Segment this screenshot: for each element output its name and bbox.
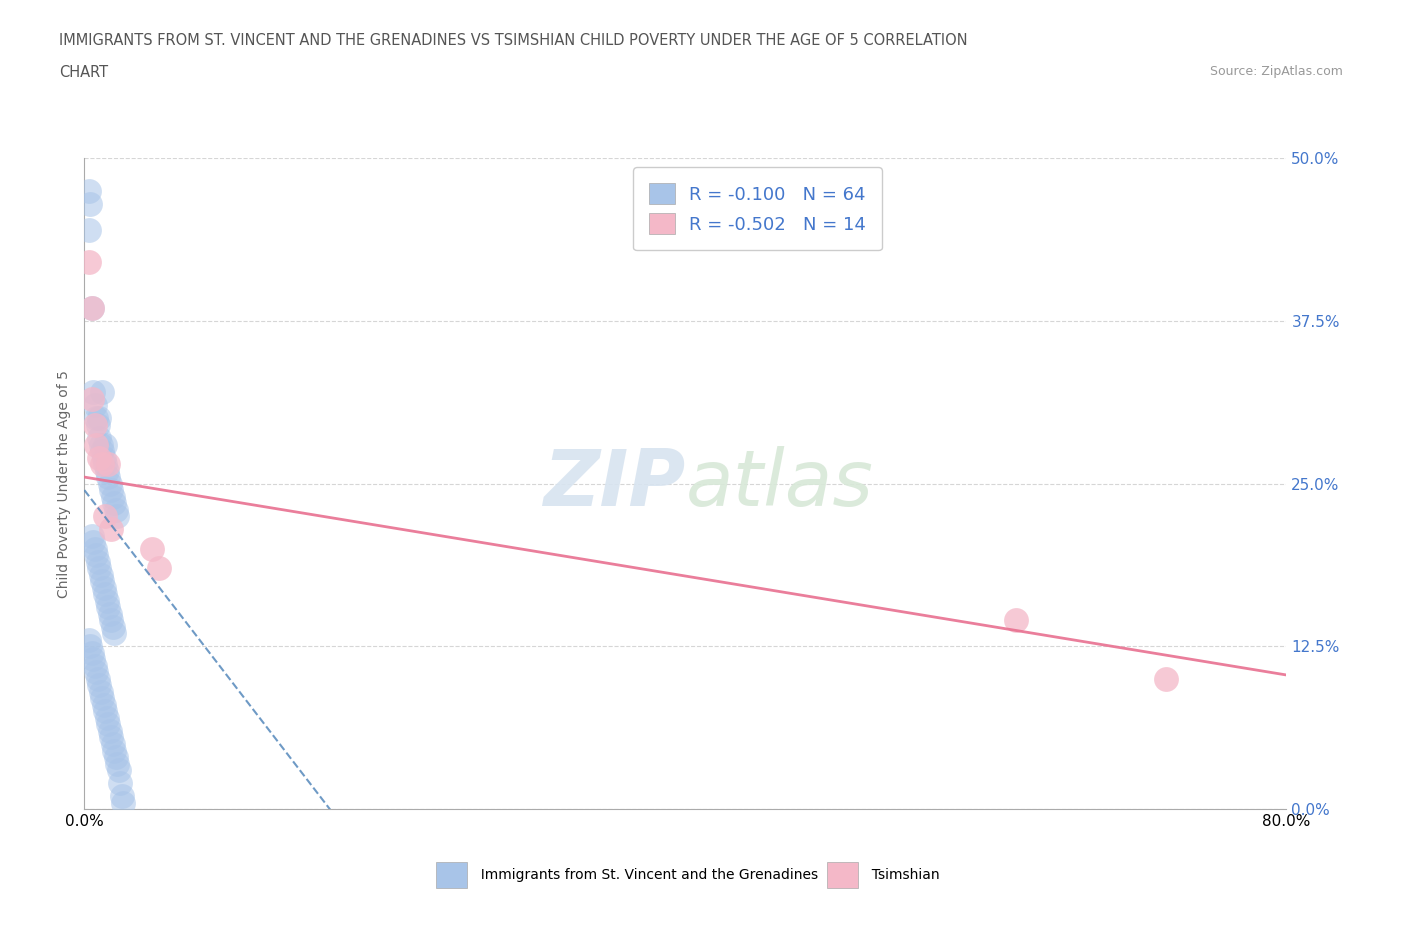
Point (77, 183, 100, 198)
Point (100, 522, 122, 537)
Point (103, 496, 125, 511)
Point (91, 574, 114, 589)
Point (82, 652, 104, 667)
Point (103, 626, 125, 641)
Point (86, 437, 108, 452)
Point (104, 750, 127, 764)
Point (1005, 613, 1028, 628)
Point (77, 255, 100, 270)
Text: Immigrants from St. Vincent and the Grenadines: Immigrants from St. Vincent and the Gren… (472, 868, 818, 883)
Point (96, 593, 118, 608)
Point (83, 541, 105, 556)
Point (100, 483, 122, 498)
Point (94, 437, 117, 452)
Point (82, 385, 104, 400)
Point (100, 613, 122, 628)
Point (80, 645, 103, 660)
Text: IMMIGRANTS FROM ST. VINCENT AND THE GRENADINES VS TSIMSHIAN CHILD POVERTY UNDER : IMMIGRANTS FROM ST. VINCENT AND THE GREN… (59, 33, 967, 47)
Point (91, 385, 114, 400)
Point (87, 671, 110, 686)
Point (89, 431, 111, 445)
Text: atlas: atlas (686, 445, 873, 522)
Point (107, 756, 129, 771)
Point (90, 684, 112, 699)
Text: Source: ZipAtlas.com: Source: ZipAtlas.com (1209, 65, 1343, 78)
Text: CHART: CHART (59, 65, 108, 80)
Point (80, 392, 103, 406)
Point (83, 658, 105, 673)
Point (148, 561, 170, 576)
Point (100, 730, 122, 745)
Point (91, 691, 114, 706)
Text: ZIP: ZIP (543, 445, 686, 522)
Point (80, 528, 103, 543)
Point (98, 476, 121, 491)
Point (97, 600, 120, 615)
Point (86, 411, 108, 426)
Point (110, 776, 132, 790)
Point (94, 704, 117, 719)
Point (141, 541, 163, 556)
Point (77, 222, 100, 237)
Point (94, 457, 117, 472)
Point (79, 639, 101, 654)
Point (91, 457, 114, 472)
Point (91, 444, 114, 458)
Point (87, 554, 110, 569)
Point (96, 711, 118, 725)
Point (83, 398, 105, 413)
Point (89, 561, 111, 576)
Point (98, 724, 121, 738)
Point (80, 300, 103, 315)
Y-axis label: Child Poverty Under the Age of 5: Child Poverty Under the Age of 5 (58, 369, 72, 598)
Point (96, 463, 118, 478)
Point (108, 763, 131, 777)
Point (111, 789, 134, 804)
Point (101, 489, 124, 504)
Point (112, 795, 135, 810)
Point (89, 678, 111, 693)
Point (82, 535, 104, 550)
Point (93, 580, 115, 595)
Point (89, 450, 111, 465)
Point (97, 470, 120, 485)
Point (87, 418, 110, 432)
Point (98, 606, 121, 621)
Point (86, 548, 108, 563)
Point (1156, 671, 1178, 686)
Point (97, 457, 120, 472)
Point (80, 300, 103, 315)
Point (93, 450, 115, 465)
Point (103, 743, 125, 758)
Text: Tsimshian: Tsimshian (863, 868, 939, 883)
Point (89, 411, 111, 426)
Legend: R = -0.100   N = 64, R = -0.502   N = 14: R = -0.100 N = 64, R = -0.502 N = 14 (633, 167, 882, 250)
Point (93, 698, 115, 712)
Point (90, 437, 112, 452)
Point (94, 587, 117, 602)
Point (97, 717, 120, 732)
Point (79, 196, 101, 211)
Point (107, 509, 129, 524)
Point (90, 567, 112, 582)
Point (101, 619, 124, 634)
Point (77, 632, 100, 647)
Point (86, 665, 108, 680)
Point (101, 737, 124, 751)
Point (104, 502, 127, 517)
Point (94, 509, 117, 524)
Point (83, 418, 105, 432)
